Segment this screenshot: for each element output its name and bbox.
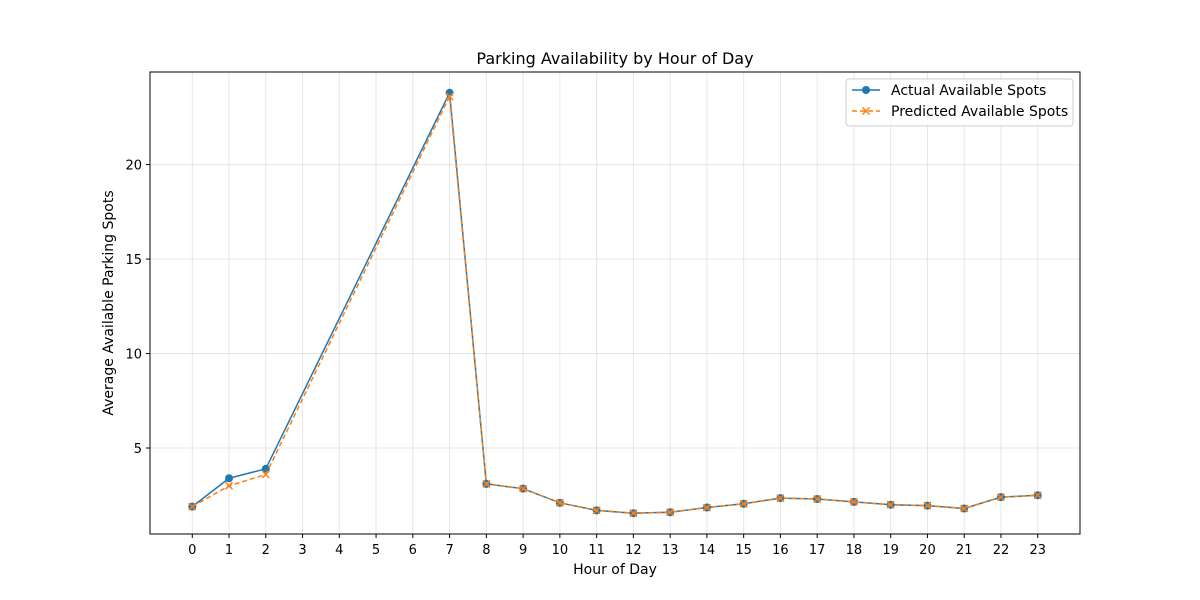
x-tick-label: 9 [519,543,527,558]
x-tick-label: 8 [482,543,490,558]
legend-box [845,78,1074,127]
data-point [702,503,711,512]
y-tick-label: 5 [134,442,142,457]
legend: Actual Available Spots Predicted Availab… [845,78,1074,127]
x-tick-label: 1 [225,543,233,558]
legend-marker-actual [862,86,870,94]
x-tick-label: 2 [262,543,270,558]
legend-label-actual: Actual Available Spots [891,83,1046,99]
data-point [996,493,1006,502]
x-tick-label: 12 [625,543,642,558]
data-point [592,506,601,515]
x-tick-label: 18 [846,543,863,558]
y-tick-label: 10 [125,348,142,363]
x-tick-label: 11 [588,543,605,558]
x-axis-ticks: 0 1 2 3 4 5 6 7 8 9 10 11 12 13 14 15 16 17 18 19 20 21 22 23 [188,534,1046,558]
data-point [739,499,748,508]
plot-background [150,72,1080,534]
y-tick-label: 15 [125,253,142,268]
data-point [1033,491,1042,500]
data-point [519,484,528,493]
x-tick-label: 13 [662,543,679,558]
plot-frame [149,71,1081,535]
grid-lines [150,72,1080,534]
data-point [960,504,969,513]
data-point [482,479,491,488]
data-point [261,470,270,479]
x-tick-label: 0 [188,543,196,558]
data-point [666,508,675,517]
x-tick-label: 7 [445,543,453,558]
data-point [923,501,932,510]
x-tick-label: 23 [1029,543,1046,558]
data-point [629,509,638,518]
x-tick-label: 22 [993,543,1010,558]
legend-marker-predicted [861,106,871,116]
data-point [225,474,234,483]
y-tick-label: 20 [125,159,142,174]
y-axis-title: Average Available Parking Spots [101,190,117,415]
data-point [886,500,895,509]
data-point [776,494,785,503]
x-tick-label: 5 [372,543,380,558]
x-tick-label: 17 [809,543,826,558]
series-layer [188,88,1042,518]
y-axis-ticks: 5 10 15 20 [125,159,150,457]
x-tick-label: 15 [735,543,752,558]
x-tick-label: 10 [552,543,569,558]
x-tick-label: 20 [919,543,936,558]
data-point [188,502,197,511]
x-tick-label: 14 [699,543,716,558]
data-point [445,92,454,101]
series-predicted [188,92,1042,518]
x-axis-title: Hour of Day [573,562,657,578]
data-point [813,495,822,504]
x-tick-label: 4 [335,543,343,558]
x-tick-label: 21 [956,543,973,558]
series-line [191,95,1038,514]
x-tick-label: 16 [772,543,789,558]
x-tick-label: 19 [882,543,899,558]
x-tick-label: 6 [409,543,417,558]
data-point [225,481,234,490]
data-point [849,497,858,506]
x-tick-label: 3 [298,543,306,558]
chart-title: Parking Availability by Hour of Day [476,49,753,68]
data-point [555,498,564,507]
legend-label-predicted: Predicted Available Spots [891,104,1068,120]
